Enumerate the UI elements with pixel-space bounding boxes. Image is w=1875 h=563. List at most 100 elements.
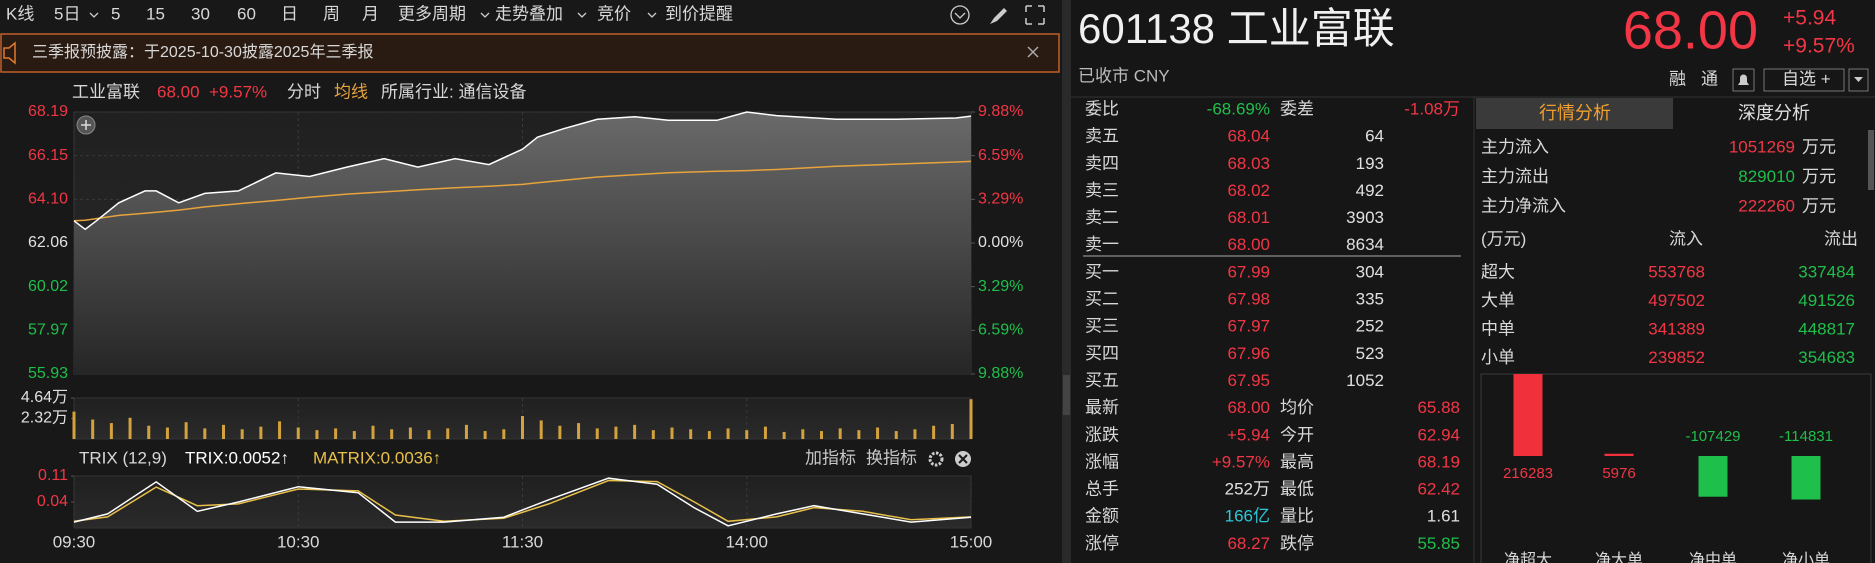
volume-bar <box>203 428 207 439</box>
indicator-button[interactable]: 换指标 <box>866 448 917 467</box>
dropdown-chevron <box>89 12 99 18</box>
more-icon-chevron <box>954 12 966 19</box>
net-chart-frame <box>1480 373 1872 563</box>
tab-intraday[interactable]: 分时 <box>287 82 321 101</box>
book-price: 67.98 <box>1227 290 1270 309</box>
table-label: 大单 <box>1481 291 1515 310</box>
toolbar-item[interactable]: 5 <box>111 4 120 23</box>
bell-icon <box>1738 74 1749 85</box>
close-icon-x <box>958 454 968 464</box>
toolbar-item[interactable]: 日 <box>281 4 298 23</box>
draw-icon[interactable] <box>990 8 1007 24</box>
splitter-handle[interactable] <box>1063 375 1070 415</box>
alert-button[interactable] <box>1732 68 1755 92</box>
stat-label: 今开 <box>1280 425 1314 444</box>
stat-label: 涨跌 <box>1085 425 1119 444</box>
net-bar <box>1698 456 1728 497</box>
book-price: 67.95 <box>1227 371 1270 390</box>
book-label: 买二 <box>1085 290 1119 309</box>
volume-bar <box>259 426 263 439</box>
volume-bar <box>240 429 244 439</box>
book-label: 买一 <box>1085 262 1119 281</box>
toolbar-item[interactable]: 周 <box>323 4 340 23</box>
y-tick-label: 66.15 <box>28 147 68 164</box>
table-inflow: 497502 <box>1648 291 1705 310</box>
book-label: 卖二 <box>1085 208 1119 227</box>
toolbar-item[interactable]: 月 <box>362 4 379 23</box>
x-tick-label: 09:30 <box>53 532 96 551</box>
fullscreen-icon[interactable] <box>1025 5 1045 25</box>
notice-close[interactable] <box>1027 46 1039 58</box>
stock-name: 工业富联 <box>72 82 140 101</box>
volume-bar <box>782 431 786 439</box>
table-inflow: 239852 <box>1648 348 1705 367</box>
connect-button[interactable]: 通 <box>1701 69 1718 88</box>
book-price: 67.97 <box>1227 317 1270 336</box>
volume-bar <box>446 428 450 439</box>
toolbar-item[interactable]: 60 <box>237 4 256 23</box>
book-volume: 304 <box>1356 262 1384 281</box>
tab-ma[interactable]: 均线 <box>334 82 368 101</box>
table-outflow: 337484 <box>1798 262 1855 281</box>
volume-bar <box>633 424 637 439</box>
table-header: 流入 <box>1669 229 1703 248</box>
toolbar-item[interactable]: K线 <box>6 4 34 23</box>
watchlist-box[interactable] <box>1763 68 1845 92</box>
more-icon[interactable] <box>950 5 970 25</box>
volume-bar <box>745 430 749 439</box>
settings-icon[interactable] <box>928 451 944 467</box>
toolbar-item[interactable]: 走势叠加 <box>495 4 563 23</box>
flow-label: 主力流出 <box>1481 167 1549 186</box>
table-inflow: 341389 <box>1648 319 1705 338</box>
notice-text[interactable]: 三季报预披露：于2025-10-30披露2025年三季报 <box>32 43 373 61</box>
margin-button[interactable]: 融 <box>1669 69 1686 88</box>
y2-tick-label: 9.88% <box>978 365 1023 382</box>
watchlist-button[interactable]: 自选 + <box>1782 69 1831 88</box>
volume-bar <box>147 425 151 439</box>
tab[interactable]: 深度分析 <box>1738 103 1810 123</box>
toolbar-item[interactable]: 更多周期 <box>398 4 466 23</box>
stat-value: +5.94 <box>1227 425 1270 444</box>
price-line <box>73 111 972 231</box>
quote-change-pct: +9.57% <box>1783 35 1855 58</box>
indicator-button[interactable]: 加指标 <box>805 448 856 467</box>
stat-label: 总手 <box>1085 480 1119 499</box>
stat-label: 涨停 <box>1085 534 1119 553</box>
book-label: 卖五 <box>1085 127 1119 146</box>
volume-bar <box>408 427 412 439</box>
volume-bar <box>595 428 599 439</box>
volume-bar <box>165 427 169 439</box>
splitter[interactable] <box>1062 0 1071 563</box>
x-tick-label: 14:00 <box>725 532 768 551</box>
toolbar-item[interactable]: 15 <box>146 4 165 23</box>
stat-label: 最高 <box>1280 452 1314 471</box>
y-tick-label: 4.64万 <box>21 389 68 406</box>
book-label: 买四 <box>1085 344 1119 363</box>
scrollbar[interactable] <box>1868 130 1874 190</box>
toolbar-item[interactable]: 30 <box>191 4 210 23</box>
toolbar-item[interactable]: 竞价 <box>597 4 631 23</box>
volume-bar <box>91 419 95 439</box>
notice-bar[interactable] <box>0 33 1060 73</box>
volume-bar <box>801 429 805 439</box>
y-tick-label: 62.06 <box>28 234 68 251</box>
book-value: -68.69% <box>1207 99 1270 118</box>
book-volume: 64 <box>1365 127 1384 146</box>
toolbar-item[interactable]: 5日 <box>54 4 80 23</box>
stat-label: 最低 <box>1280 480 1314 499</box>
flow-value: 1051269 <box>1729 137 1795 156</box>
volume-bar <box>427 430 431 439</box>
book-volume: 193 <box>1356 154 1384 173</box>
stat-value: 62.42 <box>1417 480 1460 499</box>
volume-bar <box>670 427 674 439</box>
tab-active[interactable]: 行情分析 <box>1539 103 1611 123</box>
indicator-line <box>73 479 972 523</box>
volume-bar <box>651 430 655 439</box>
net-value-label: 216283 <box>1503 465 1553 482</box>
volume-bar <box>72 411 76 439</box>
volume-bar <box>222 424 225 439</box>
book-price: 68.03 <box>1227 154 1270 173</box>
book-label: 买三 <box>1085 317 1119 336</box>
dropdown-box[interactable] <box>1848 68 1869 92</box>
toolbar-item[interactable]: 到价提醒 <box>665 4 733 23</box>
